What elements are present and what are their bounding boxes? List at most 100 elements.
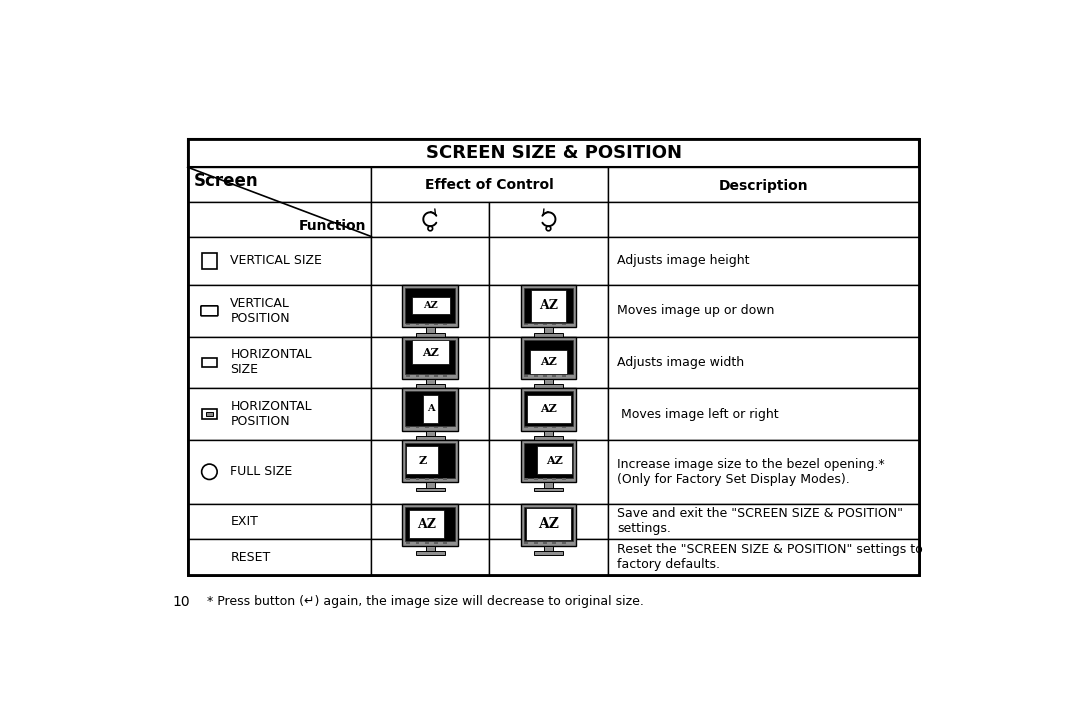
Bar bbox=[426, 482, 435, 487]
Bar bbox=[544, 431, 553, 436]
Bar bbox=[521, 285, 577, 328]
Bar bbox=[521, 504, 577, 546]
Bar bbox=[424, 542, 429, 544]
FancyBboxPatch shape bbox=[201, 306, 218, 316]
Text: HORIZONTAL
SIZE: HORIZONTAL SIZE bbox=[230, 348, 312, 377]
Text: HORIZONTAL
POSITION: HORIZONTAL POSITION bbox=[230, 400, 312, 428]
Bar bbox=[416, 542, 419, 544]
Bar bbox=[403, 285, 458, 328]
Bar bbox=[489, 440, 608, 504]
Bar bbox=[608, 202, 919, 237]
Bar bbox=[372, 167, 608, 202]
Bar bbox=[544, 546, 553, 552]
Text: Reset the "SCREEN SIZE & POSITION" settings to
factory defaults.: Reset the "SCREEN SIZE & POSITION" setti… bbox=[617, 544, 922, 571]
Bar bbox=[524, 391, 573, 426]
Bar bbox=[521, 337, 577, 379]
Text: AZ: AZ bbox=[417, 518, 436, 531]
Bar bbox=[188, 285, 372, 337]
Bar bbox=[406, 375, 410, 377]
Bar bbox=[608, 539, 919, 575]
Bar bbox=[416, 333, 445, 337]
Bar bbox=[416, 323, 419, 325]
Text: Z: Z bbox=[418, 455, 427, 466]
Bar bbox=[489, 504, 608, 539]
Bar bbox=[534, 542, 538, 544]
Bar bbox=[489, 237, 608, 285]
Bar bbox=[562, 375, 566, 377]
Bar bbox=[527, 395, 571, 423]
Bar bbox=[524, 443, 573, 477]
Bar bbox=[434, 478, 438, 480]
Bar bbox=[552, 478, 556, 480]
Bar bbox=[434, 542, 438, 544]
Bar bbox=[534, 552, 563, 555]
Bar bbox=[403, 440, 458, 482]
Bar bbox=[424, 375, 429, 377]
Bar bbox=[444, 375, 447, 377]
Bar bbox=[424, 427, 429, 428]
Bar bbox=[562, 542, 566, 544]
Text: 10: 10 bbox=[172, 595, 190, 608]
Bar bbox=[525, 427, 528, 428]
Text: AZ: AZ bbox=[546, 455, 563, 466]
Bar bbox=[188, 539, 372, 575]
Bar bbox=[372, 202, 489, 237]
Bar bbox=[534, 384, 563, 388]
Text: Moves image left or right: Moves image left or right bbox=[617, 408, 779, 420]
Bar bbox=[552, 542, 556, 544]
Bar bbox=[530, 289, 566, 322]
Bar bbox=[406, 323, 410, 325]
Circle shape bbox=[202, 464, 217, 480]
Bar bbox=[202, 358, 217, 367]
Bar bbox=[489, 337, 608, 388]
Bar bbox=[188, 139, 919, 167]
Bar bbox=[525, 478, 528, 480]
Text: AZ: AZ bbox=[540, 403, 557, 414]
Bar bbox=[202, 409, 217, 420]
Bar bbox=[188, 139, 919, 575]
Bar bbox=[416, 436, 445, 440]
Bar bbox=[411, 297, 449, 314]
Bar bbox=[434, 323, 438, 325]
Bar bbox=[534, 375, 538, 377]
Bar bbox=[608, 237, 919, 285]
Bar bbox=[202, 253, 217, 269]
Bar bbox=[372, 388, 489, 440]
Bar bbox=[188, 167, 372, 202]
Bar bbox=[552, 375, 556, 377]
Text: RESET: RESET bbox=[230, 551, 271, 564]
Bar bbox=[543, 542, 546, 544]
Bar bbox=[543, 375, 546, 377]
Bar bbox=[416, 552, 445, 555]
Bar bbox=[434, 375, 438, 377]
Bar bbox=[416, 478, 419, 480]
Bar bbox=[426, 379, 435, 384]
Bar bbox=[403, 504, 458, 546]
Text: VERTICAL SIZE: VERTICAL SIZE bbox=[230, 254, 322, 267]
Bar bbox=[424, 478, 429, 480]
Bar bbox=[405, 340, 455, 374]
Bar bbox=[416, 427, 419, 428]
Text: Effect of Control: Effect of Control bbox=[426, 178, 554, 192]
Bar bbox=[552, 323, 556, 325]
Bar bbox=[406, 478, 410, 480]
Bar bbox=[426, 328, 435, 333]
Bar bbox=[526, 508, 571, 539]
Bar bbox=[188, 237, 372, 285]
Text: Increase image size to the bezel opening.*
(Only for Factory Set Display Modes).: Increase image size to the bezel opening… bbox=[617, 458, 885, 486]
Bar bbox=[544, 482, 553, 487]
Text: AZ: AZ bbox=[539, 300, 558, 312]
Bar bbox=[426, 546, 435, 552]
Bar bbox=[534, 427, 538, 428]
Bar bbox=[444, 323, 447, 325]
Bar bbox=[405, 443, 455, 477]
Bar bbox=[534, 333, 563, 337]
Bar bbox=[416, 487, 445, 492]
Bar bbox=[403, 388, 458, 431]
Bar bbox=[525, 375, 528, 377]
Text: AZ: AZ bbox=[422, 347, 438, 358]
Bar bbox=[424, 323, 429, 325]
Bar bbox=[489, 388, 608, 440]
Text: * Press button (↵) again, the image size will decrease to original size.: * Press button (↵) again, the image size… bbox=[207, 595, 644, 608]
Bar bbox=[444, 427, 447, 428]
